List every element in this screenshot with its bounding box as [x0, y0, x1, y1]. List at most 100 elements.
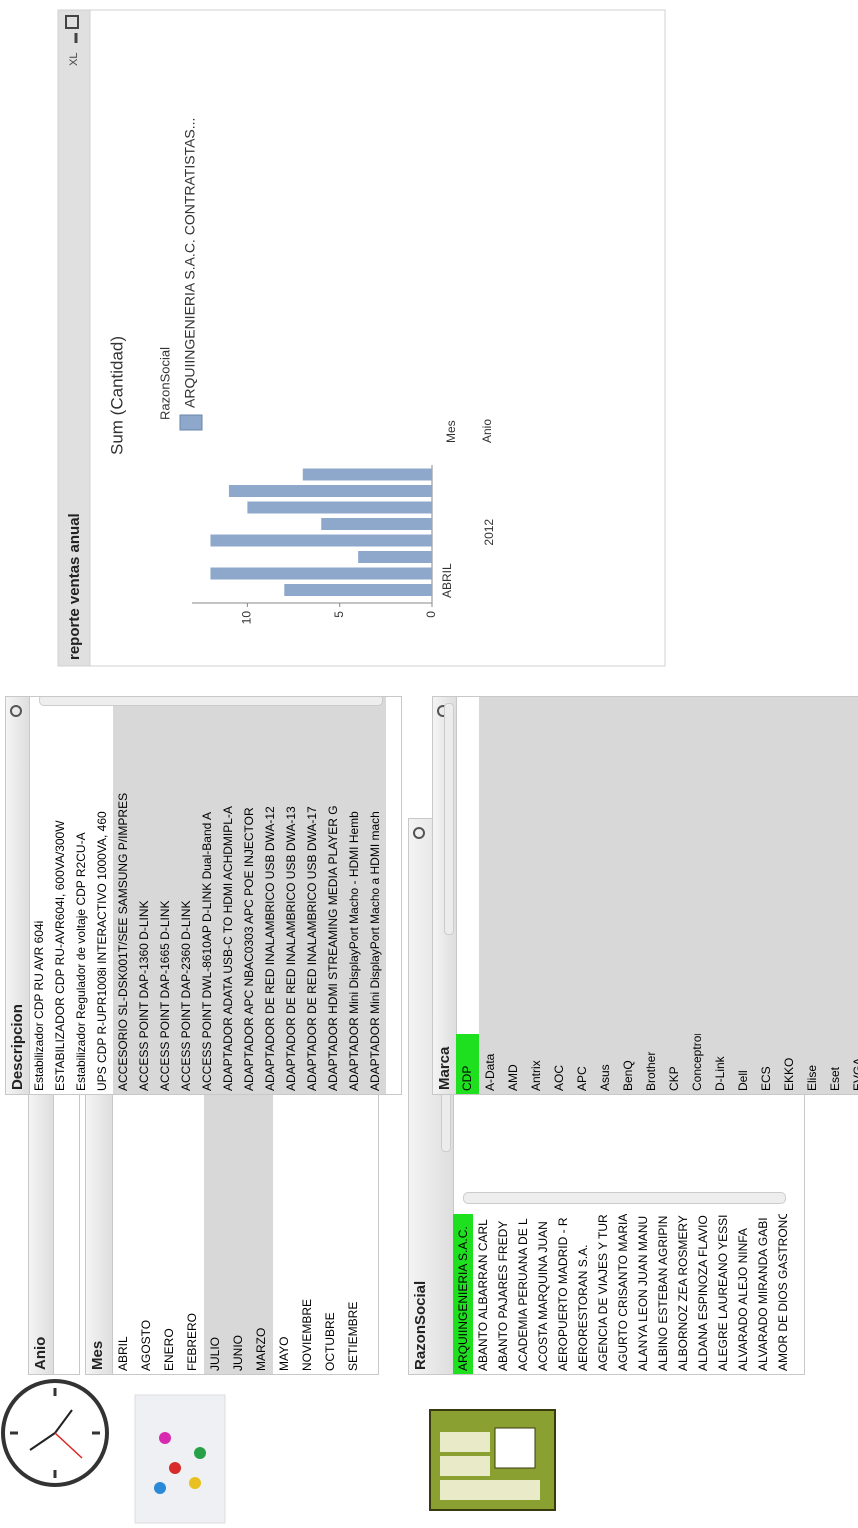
list-item[interactable]: D-Link	[709, 697, 732, 1094]
vertical-scrollbar	[463, 1192, 786, 1204]
horizontal-scrollbar	[444, 703, 454, 936]
item-text: ALVARADO MIRANDA GABI	[756, 1217, 770, 1371]
search-icon[interactable]	[10, 705, 22, 717]
item-text: EVGA	[851, 1057, 858, 1091]
list-item[interactable]: Dell	[732, 697, 755, 1094]
listbox-title: Descripcion	[9, 1004, 26, 1090]
item-text: ESTABILIZADOR CDP RU-AVR604I, 600VA/300W	[53, 820, 67, 1091]
list-item[interactable]: ADAPTADOR Mini DisplayPort Macho a HDMI …	[365, 697, 386, 1094]
x-tick-label: ABRIL	[440, 563, 454, 598]
list-item[interactable]: Estabilizador CDP RU AVR 604i	[29, 697, 50, 1094]
search-icon[interactable]	[413, 827, 425, 839]
item-text: Brother	[644, 1051, 658, 1091]
item-text: AGENCIA DE VIAJES Y TUR	[596, 1214, 610, 1371]
list-item[interactable]: Eset	[824, 697, 847, 1094]
list-item[interactable]: ADAPTADOR ADATA USB-C TO HDMI ACHDMIPL-A	[218, 697, 239, 1094]
list-item[interactable]: ADAPTADOR HDMI STREAMING MEDIA PLAYER G	[323, 697, 344, 1094]
chart-panel	[57, 9, 666, 667]
listbox: Marca CDP A-Data AMD Antrix AOC APC Asus BenQ Bro…	[432, 696, 858, 1095]
list-item[interactable]: ACCESS POINT DAP-2360 D-LINK	[176, 697, 197, 1094]
legend-title: RazonSocial	[157, 347, 172, 420]
item-text: Conceptronic	[690, 1034, 704, 1091]
list-item[interactable]: ECS	[755, 697, 778, 1094]
item-text: ADAPTADOR DE RED INALAMBRICO USB DWA-17	[305, 806, 319, 1091]
building-icon	[429, 1409, 556, 1511]
item-text: AMD	[506, 1064, 520, 1091]
list-item[interactable]: UPS CDP R-UPR1008i INTERACTIVO 1000VA, 4…	[92, 697, 113, 1094]
item-text: Estabilizador CDP RU AVR 604i	[32, 920, 46, 1091]
item-text: Antrix	[529, 1060, 543, 1091]
item-text: AERORESTORAN S.A.	[576, 1244, 590, 1371]
list-item[interactable]: CKP	[663, 697, 686, 1094]
legend-swatch	[179, 414, 203, 431]
list-item[interactable]: AOC	[548, 697, 571, 1094]
listbox-header: Marca	[433, 697, 457, 1094]
item-text: ABANTO ALBARRAN CARL	[476, 1219, 490, 1371]
vertical-scrollbar	[39, 696, 383, 706]
item-text: UPS CDP R-UPR1008i INTERACTIVO 1000VA, 4…	[95, 811, 109, 1091]
item-text: ARQUIINGENIERIA S.A.C.	[453, 1214, 473, 1374]
item-text: BenQ	[621, 1060, 635, 1091]
list-item[interactable]: ACCESS POINT DWL-8610AP D-LINK Dual-Band…	[197, 697, 218, 1094]
list-item[interactable]: CDP	[456, 697, 479, 1094]
list-item[interactable]: Brother	[640, 697, 663, 1094]
item-text: ACCESS POINT DWL-8610AP D-LINK Dual-Band…	[200, 812, 214, 1091]
chart-title: reporte ventas anual	[66, 513, 83, 660]
list-item[interactable]: ADAPTADOR DE RED INALAMBRICO USB DWA-12	[260, 697, 281, 1094]
bar	[284, 584, 432, 596]
clock-icon	[1, 1379, 109, 1487]
listbox-title: Anio	[32, 1336, 49, 1370]
list-item[interactable]: Antrix	[525, 697, 548, 1094]
item-text: Elise	[805, 1064, 819, 1091]
item-text: ALBINO ESTEBAN AGRIPIN	[656, 1215, 670, 1371]
item-text: AMOR DE DIOS GASTRONO	[776, 1214, 790, 1371]
list-item[interactable]: ADAPTADOR Mini DisplayPort Macho - HDMI …	[344, 697, 365, 1094]
list-item[interactable]: AMD	[502, 697, 525, 1094]
y-title: Sum (Cantidad)	[107, 336, 126, 455]
list-item[interactable]: ADAPTADOR APC NBAC0303 APC POE INJECTOR	[239, 697, 260, 1094]
list-item[interactable]: ADAPTADOR DE RED INALAMBRICO USB DWA-17	[302, 697, 323, 1094]
listbox-header: Descripcion	[6, 697, 30, 1094]
item-text: ADAPTADOR DE RED INALAMBRICO USB DWA-12	[263, 806, 277, 1091]
list-item[interactable]: EKKO	[778, 697, 801, 1094]
y-tick-label: 0	[424, 611, 438, 618]
list-item[interactable]: Elise	[801, 697, 824, 1094]
item-text: AGURTO CRISANTO MARIA	[616, 1214, 630, 1371]
list-item[interactable]: A-Data	[479, 697, 502, 1094]
group-label: 2012	[482, 519, 496, 546]
item-text: AOC	[552, 1064, 566, 1091]
list-item[interactable]: APC	[571, 697, 594, 1094]
listbox-title: Marca	[436, 1046, 453, 1090]
item-text: Dell	[736, 1070, 750, 1091]
y-tick-label: 5	[332, 611, 346, 618]
item-text: ACCESS POINT DAP-1665 D-LINK	[158, 900, 172, 1091]
list-item[interactable]: BenQ	[617, 697, 640, 1094]
bar	[321, 518, 433, 530]
item-text: ADAPTADOR ADATA USB-C TO HDMI ACHDMIPL-A	[221, 806, 235, 1091]
item-text: AEROPUERTO MADRID - R	[556, 1217, 570, 1371]
list-item[interactable]: Conceptronic	[686, 697, 709, 1094]
item-text: ADAPTADOR APC NBAC0303 APC POE INJECTOR	[242, 807, 256, 1091]
legend-label: ARQUIINGENIERIA S.A.C. CONTRATISTAS...	[182, 118, 198, 408]
list-item[interactable]: ESTABILIZADOR CDP RU-AVR604I, 600VA/300W	[50, 697, 71, 1094]
item-text: ALANYA LEON JUAN MANU	[636, 1215, 650, 1371]
item-text: EKKO	[782, 1057, 796, 1091]
list-item[interactable]: ACCESS POINT DAP-1360 D-LINK	[134, 697, 155, 1094]
list-item[interactable]: ADAPTADOR DE RED INALAMBRICO USB DWA-13	[281, 697, 302, 1094]
bar	[210, 534, 432, 547]
list-item[interactable]: ACCESORIO SL-DSK001T/SEE SAMSUNG P/IMPRE…	[113, 697, 134, 1094]
list-item[interactable]: Asus	[594, 697, 617, 1094]
listbox-title: Mes	[89, 1340, 106, 1370]
list-item[interactable]: ACCESS POINT DAP-1665 D-LINK	[155, 697, 176, 1094]
item-text: ADAPTADOR HDMI STREAMING MEDIA PLAYER G	[326, 805, 340, 1091]
item-text: Estabilizador Regulador de voltaje CDP R…	[74, 832, 88, 1091]
item-text: ACCESS POINT DAP-2360 D-LINK	[179, 900, 193, 1091]
list-item[interactable]: EVGA	[847, 697, 858, 1094]
item-text: CDP	[456, 1034, 479, 1094]
list-item[interactable]: Estabilizador Regulador de voltaje CDP R…	[71, 697, 92, 1094]
item-text: Eset	[828, 1066, 842, 1091]
item-text: D-Link	[713, 1056, 727, 1091]
y-tick-label: 10	[240, 611, 254, 625]
